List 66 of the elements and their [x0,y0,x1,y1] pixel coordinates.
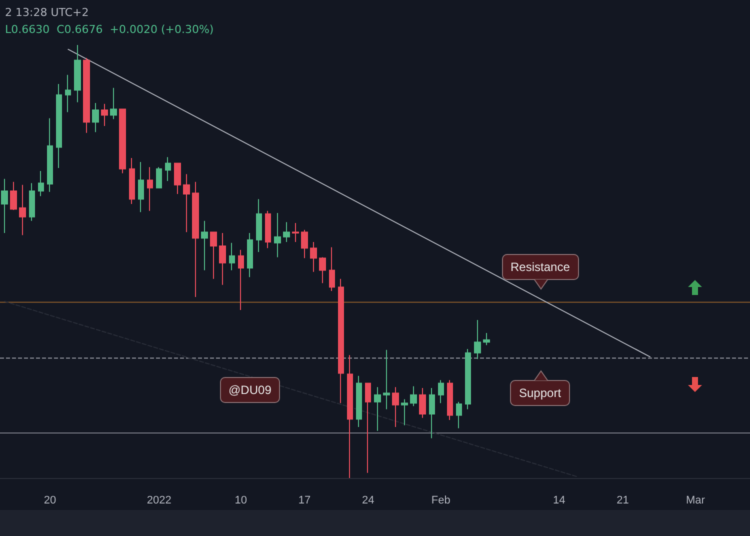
chart-title: 2 13:28 UTC+2 [5,6,89,19]
candlestick [329,246,335,292]
candlestick [101,103,108,127]
candlestick [210,232,217,280]
candlestick [10,181,17,211]
x-tick-label: 24 [362,494,374,506]
candlestick [129,158,135,204]
candlestick [47,118,53,192]
candlestick [356,375,362,428]
candlestick [238,249,244,311]
candlestick [229,242,235,271]
candlestick [138,161,144,213]
candlestick [83,58,90,134]
candlestick [456,401,462,429]
candlestick [383,349,390,410]
candlestick [310,242,317,272]
candlestick [219,232,226,286]
candlestick [447,380,453,421]
x-tick-label: 14 [552,494,566,506]
x-tick-label: 10 [234,494,248,506]
candlestick [483,332,490,346]
candlestick [438,380,444,404]
candlestick [92,102,99,133]
candlestick [319,256,326,284]
candlestick [110,87,117,120]
x-tick-label: 21 [616,494,629,506]
candlestick [410,386,417,407]
candlestick [283,222,290,243]
candlestick [119,108,126,174]
candlestick [429,387,435,439]
candlestick [256,198,262,253]
candlestick [465,348,471,410]
x-tick-label: 17 [298,494,311,506]
candlestick [38,170,44,197]
candlestick [183,174,190,233]
candlestick [338,278,344,404]
x-tick-label: 2022 [146,494,172,506]
candlestick [474,319,481,360]
x-tick-label: 20 [44,494,56,506]
candlestick [247,232,253,278]
x-tick-label: Feb [431,494,450,506]
candlestick [156,166,162,188]
candlestick [374,386,381,432]
x-tick-label: Mar [686,494,706,506]
candlestick [192,181,199,298]
candlestick [65,74,71,113]
candlestick [1,178,8,234]
chart-subtitle: L0.6630 C0.6676 +0.0020 (+0.30%) [5,23,214,36]
candlestick [347,354,353,479]
candlestick [265,210,271,249]
candlestick [174,162,181,194]
candlestick [19,184,26,236]
candlestick [292,222,299,243]
candlestick [165,156,171,182]
candlestick [392,386,399,428]
candlestick [56,84,62,169]
candlestick [419,387,426,418]
candlestick [274,212,281,258]
candlestick [401,398,408,426]
candlestick [201,220,208,271]
annotation: @DU09 [220,377,280,403]
candlestick [74,44,81,103]
candlestick [301,229,308,259]
candlestick [147,166,153,212]
candlestick [365,382,371,474]
candlestick [29,182,35,222]
